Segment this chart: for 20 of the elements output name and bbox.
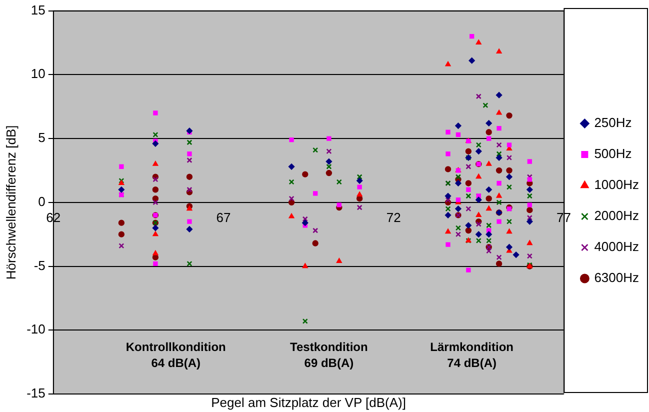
annotation: Testkondition 69 dB(A) (290, 340, 368, 370)
legend-label: 250Hz (594, 115, 632, 130)
y-tick-label: -10 (26, 322, 46, 337)
legend-label: 2000Hz (594, 208, 640, 224)
y-axis-title: Hörschwellendifferenz [dB] (3, 125, 18, 280)
x-tick-label: 72 (386, 210, 401, 225)
annotation: Kontrollkondition 64 dB(A) (126, 340, 226, 370)
x-tick-label: 67 (216, 210, 231, 225)
y-tick-label: 10 (30, 66, 46, 82)
legend-label: 6300Hz (594, 270, 640, 286)
y-tick-label: 15 (30, 2, 46, 18)
legend-label: 4000Hz (594, 239, 640, 254)
x-axis-title: Pegel am Sitzplatz der VP [dB(A)] (211, 395, 406, 410)
y-tick-label: 5 (38, 130, 46, 146)
legend-label: 500Hz (594, 146, 632, 162)
y-tick-label: -15 (26, 386, 46, 401)
annotation: Lärmkondition 74 dB(A) (430, 340, 514, 370)
y-tick-label: -5 (34, 258, 46, 273)
y-tick-label: 0 (38, 194, 46, 209)
legend-label: 1000Hz (594, 177, 640, 192)
